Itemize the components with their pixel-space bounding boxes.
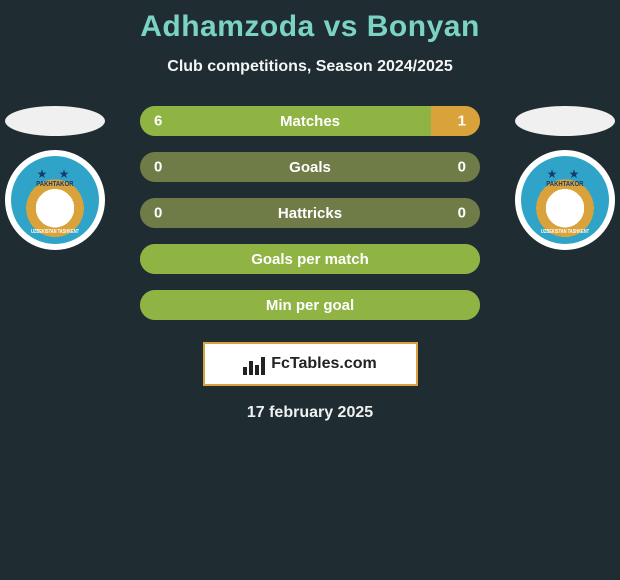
avatar-placeholder-right: [515, 106, 615, 136]
comparison-bars: 6 1 Matches 0 0 Goals 0 0 Hattricks Goals per mat…: [140, 106, 480, 320]
avatar-placeholder-left: [5, 106, 105, 136]
bar-right-value: 1: [458, 113, 466, 130]
stat-bar: 0 0 Goals: [140, 152, 480, 182]
bar-label: Hattricks: [278, 205, 342, 222]
bar-label: Goals per match: [251, 251, 369, 268]
brand-box: FcTables.com: [203, 342, 418, 386]
bar-left-value: 6: [154, 113, 162, 130]
stat-bar: Goals per match: [140, 244, 480, 274]
club-badge-right-inner: ★ ★ PAKHTAKOR UZBEKISTAN TASHKENT: [521, 156, 609, 244]
stat-bar: 6 1 Matches: [140, 106, 480, 136]
club-badge-left: ★ ★ PAKHTAKOR UZBEKISTAN TASHKENT: [5, 150, 105, 250]
bar-label: Goals: [289, 159, 331, 176]
content-area: ★ ★ PAKHTAKOR UZBEKISTAN TASHKENT ★ ★ PA…: [0, 106, 620, 422]
club-name-top-right: PAKHTAKOR: [546, 181, 583, 188]
chart-icon: [243, 353, 265, 375]
bar-left-value: 0: [154, 159, 162, 176]
club-stars-icon: ★ ★: [37, 167, 74, 181]
club-stars-icon: ★ ★: [547, 167, 584, 181]
bar-label: Min per goal: [266, 297, 354, 314]
stat-bar: Min per goal: [140, 290, 480, 320]
infographic-root: Adhamzoda vs Bonyan Club competitions, S…: [0, 0, 620, 580]
bar-right-value: 0: [458, 159, 466, 176]
club-badge-left-inner: ★ ★ PAKHTAKOR UZBEKISTAN TASHKENT: [11, 156, 99, 244]
club-name-top-left: PAKHTAKOR: [36, 181, 73, 188]
right-player-badge: ★ ★ PAKHTAKOR UZBEKISTAN TASHKENT: [510, 106, 620, 250]
stat-bar: 0 0 Hattricks: [140, 198, 480, 228]
bar-label: Matches: [280, 113, 340, 130]
club-badge-right: ★ ★ PAKHTAKOR UZBEKISTAN TASHKENT: [515, 150, 615, 250]
page-subtitle: Club competitions, Season 2024/2025: [0, 58, 620, 76]
bar-right-value: 0: [458, 205, 466, 222]
bar-left-value: 0: [154, 205, 162, 222]
club-name-bottom-right: UZBEKISTAN TASHKENT: [541, 229, 589, 235]
bar-fill-right: [431, 106, 480, 136]
date-label: 17 february 2025: [0, 404, 620, 422]
brand-text: FcTables.com: [271, 355, 377, 373]
page-title: Adhamzoda vs Bonyan: [0, 0, 620, 44]
left-player-badge: ★ ★ PAKHTAKOR UZBEKISTAN TASHKENT: [0, 106, 110, 250]
club-name-bottom-left: UZBEKISTAN TASHKENT: [31, 229, 79, 235]
